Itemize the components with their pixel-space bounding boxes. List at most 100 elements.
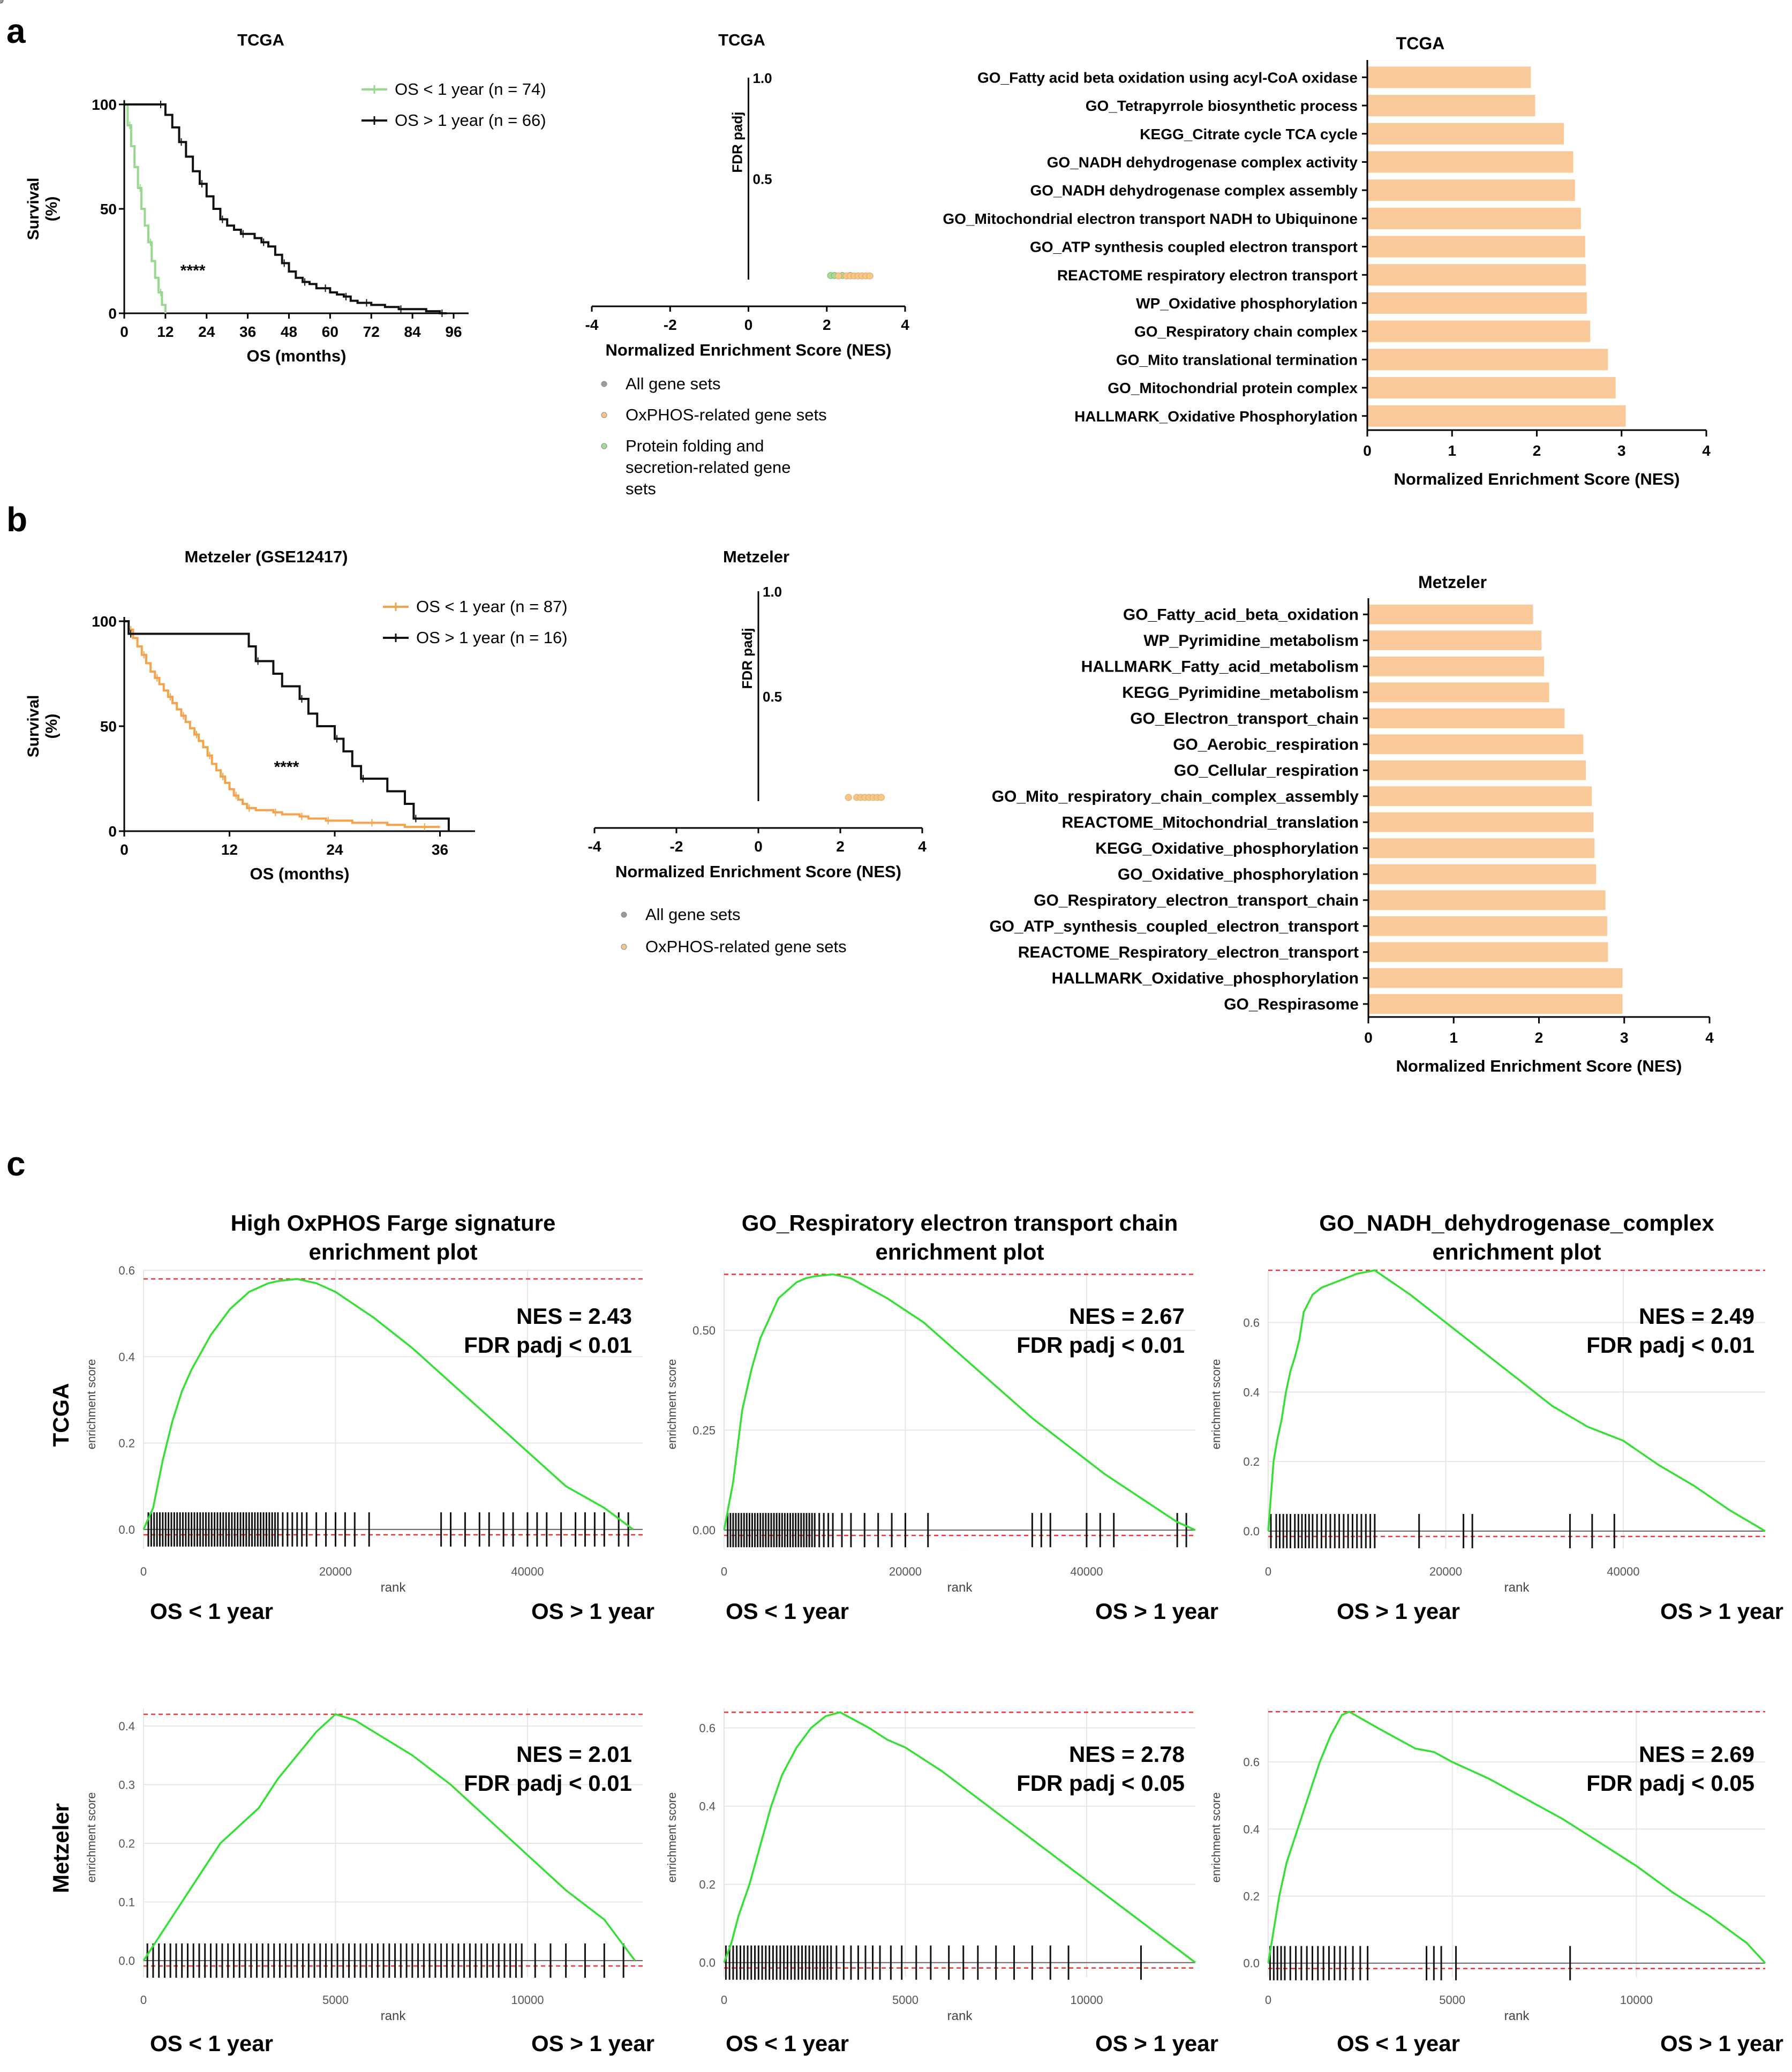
panel-label-c: c xyxy=(6,1144,26,1183)
y-tick-label: 50 xyxy=(100,718,117,735)
category-label: KEGG_Citrate cycle TCA cycle xyxy=(1140,126,1358,142)
fdr-stat: FDR padj < 0.05 xyxy=(1586,1770,1755,1796)
y-axis-label: enrichment score xyxy=(1209,1359,1223,1450)
x-tick-label: 10000 xyxy=(1620,1993,1653,2007)
chart-title: enrichment plot xyxy=(1432,1239,1601,1264)
y-tick-label: 0.50 xyxy=(692,1324,716,1337)
left-group-label: OS > 1 year xyxy=(1337,1599,1460,1624)
x-axis-label: OS (months) xyxy=(250,864,350,883)
x-tick-label: 20000 xyxy=(1429,1565,1462,1578)
x-tick-label: 20000 xyxy=(319,1565,352,1578)
x-tick-label: 40000 xyxy=(1607,1565,1639,1578)
x-tick-label: 40000 xyxy=(511,1565,544,1578)
oxphos-point xyxy=(878,794,885,801)
chart-title: High OxPHOS Farge signature xyxy=(231,1210,556,1235)
bar xyxy=(1368,838,1594,858)
category-label: GO_Cellular_respiration xyxy=(1174,762,1359,779)
y-axis-label: FDR padj xyxy=(729,112,746,173)
bar xyxy=(1367,208,1581,229)
bar xyxy=(1368,682,1549,702)
km-curve-series-1 xyxy=(124,621,440,827)
legend-label: OxPHOS-related gene sets xyxy=(645,937,847,956)
y-axis-label: enrichment score xyxy=(1209,1792,1223,1883)
x-tick-label: 5000 xyxy=(322,1993,349,2007)
x-tick-label: 0 xyxy=(1265,1565,1271,1578)
x-tick-label: 2 xyxy=(836,838,845,855)
fdr-stat: FDR padj < 0.05 xyxy=(1017,1770,1185,1796)
bar xyxy=(1368,760,1586,780)
chart-title: GO_NADH_dehydrogenase_complex xyxy=(1319,1210,1714,1235)
x-tick-label: 5000 xyxy=(1439,1993,1465,2007)
y-axis-label: FDR padj xyxy=(739,628,755,689)
right-group-label: OS > 1 year xyxy=(1660,2031,1783,2056)
x-axis-label: rank xyxy=(381,1580,406,1595)
x-tick-label: 4 xyxy=(1702,442,1711,459)
category-label: WP_Pyrimidine_metabolism xyxy=(1143,632,1359,650)
legend-label: OS > 1 year (n = 16) xyxy=(416,628,568,647)
x-axis-label: OS (months) xyxy=(247,346,347,365)
bar xyxy=(1367,95,1535,116)
bar xyxy=(1368,734,1583,754)
panel-label-b: b xyxy=(6,500,27,539)
x-tick-label: 2 xyxy=(1535,1029,1543,1046)
gene-set-point xyxy=(0,0,3,3)
right-group-label: OS > 1 year xyxy=(1660,1599,1783,1624)
bar xyxy=(1367,349,1608,370)
y-tick-label: 0.2 xyxy=(118,1437,135,1450)
x-tick-label: 20000 xyxy=(889,1565,922,1578)
y-tick-label: 0.2 xyxy=(1243,1890,1260,1903)
y-tick-label: 0.5 xyxy=(763,689,782,705)
chart-title: Metzeler xyxy=(723,547,789,566)
y-tick-label: 0.6 xyxy=(1243,1755,1260,1769)
y-tick-label: 0.2 xyxy=(1243,1455,1260,1468)
nes-stat: NES = 2.69 xyxy=(1639,1742,1755,1767)
left-group-label: OS < 1 year xyxy=(150,1599,273,1624)
bar xyxy=(1368,709,1564,728)
y-axis-label-line: Survival xyxy=(25,695,42,758)
chart-title: Metzeler xyxy=(1418,572,1487,592)
x-tick-label: 0 xyxy=(721,1565,727,1578)
y-tick-label: 0.5 xyxy=(753,171,772,187)
x-tick-label: 36 xyxy=(239,323,256,340)
category-label: GO_Mitochondrial electron transport NADH… xyxy=(943,210,1358,227)
y-tick-label: 0.2 xyxy=(699,1878,716,1892)
legend-marker xyxy=(601,443,607,449)
y-axis-label: enrichment score xyxy=(665,1792,679,1883)
x-tick-label: 0 xyxy=(140,1565,147,1578)
nes-stat: NES = 2.49 xyxy=(1639,1304,1755,1329)
y-tick-label: 1.0 xyxy=(753,70,772,86)
category-label: GO_Oxidative_phosphorylation xyxy=(1118,865,1359,883)
legend-label: OxPHOS-related gene sets xyxy=(626,405,827,424)
y-tick-label: 0.2 xyxy=(118,1837,135,1850)
y-tick-label: 0.3 xyxy=(118,1778,135,1791)
x-tick-label: 2 xyxy=(1533,442,1541,459)
category-label: GO_Aerobic_respiration xyxy=(1173,736,1359,754)
x-tick-label: 40000 xyxy=(1070,1565,1103,1578)
category-label: GO_Mito_respiratory_chain_complex_assemb… xyxy=(992,788,1359,805)
x-axis-label: Normalized Enrichment Score (NES) xyxy=(1394,470,1680,488)
category-label: KEGG_Pyrimidine_metabolism xyxy=(1122,684,1359,702)
x-axis-label: rank xyxy=(1504,1580,1530,1595)
x-tick-label: 0 xyxy=(120,323,129,340)
y-axis-label: enrichment score xyxy=(85,1359,98,1450)
x-tick-label: 0 xyxy=(1363,442,1372,459)
x-tick-label: 0 xyxy=(744,317,753,333)
x-tick-label: 3 xyxy=(1617,442,1626,459)
x-tick-label: 3 xyxy=(1620,1029,1629,1046)
nes-stat: NES = 2.43 xyxy=(516,1304,632,1329)
left-group-label: OS < 1 year xyxy=(150,2031,273,2056)
bar xyxy=(1367,179,1575,201)
category-label: GO_Tetrapyrrole biosynthetic process xyxy=(1086,97,1358,114)
legend-label: All gene sets xyxy=(645,905,741,924)
y-tick-label: 0.0 xyxy=(1243,1525,1260,1538)
category-label: GO_Fatty acid beta oxidation using acyl-… xyxy=(977,69,1358,86)
chart-title: Metzeler (GSE12417) xyxy=(185,547,348,566)
oxphos-point xyxy=(867,273,873,279)
category-label: GO_NADH dehydrogenase complex assembly xyxy=(1030,182,1358,199)
bar xyxy=(1367,321,1590,342)
